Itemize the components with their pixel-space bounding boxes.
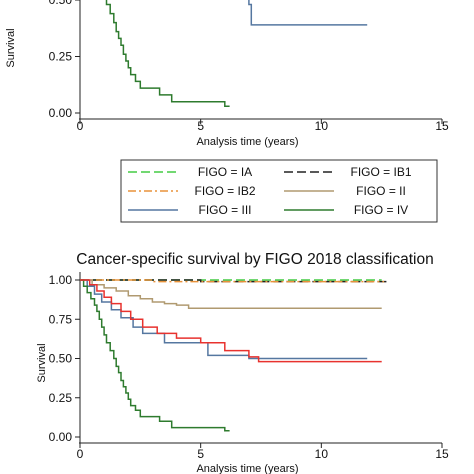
series-line-figo-iii — [80, 279, 368, 360]
y-tick-label: 0.50 — [49, 0, 73, 7]
y-axis-title: Survival — [36, 343, 48, 382]
series-group — [105, 0, 368, 107]
x-tick-label: 0 — [77, 447, 84, 461]
y-axis-title: Survival — [5, 28, 17, 67]
legend-label-figo-ia: FIGO = IA — [198, 165, 252, 179]
y-tick-label: 0.75 — [49, 312, 73, 326]
x-tick-label: 10 — [315, 447, 329, 461]
legend-label-figo-ii: FIGO = II — [356, 184, 406, 198]
chart-legend: FIGO = IA FIGO = IB1 FIGO = IB2 FIGO = II FI… — [120, 159, 438, 223]
x-tick-label: 10 — [315, 119, 329, 133]
x-tick-label: 0 — [77, 119, 84, 133]
series-line-unlabeled — [80, 279, 382, 363]
legend-label-figo-ib1: FIGO = IB1 — [350, 165, 411, 179]
y-tick-label: 0.25 — [49, 50, 73, 64]
x-axis-title: Analysis time (years) — [196, 463, 298, 474]
legend-label-figo-iii: FIGO = III — [198, 203, 251, 217]
panel-title: Cancer-specific survival by FIGO 2018 cl… — [76, 251, 434, 268]
x-tick-label: 5 — [197, 447, 204, 461]
series-line-figo-iii — [248, 0, 368, 26]
top-survival-panel: 0.00 0.25 0.50 0 5 10 15 Analysis time (years) S… — [5, 0, 449, 148]
x-tick-label: 15 — [435, 119, 449, 133]
series-line-figo-iv — [105, 0, 230, 107]
y-tick-label: 0.00 — [49, 106, 73, 120]
series-group — [80, 279, 389, 432]
series-line-figo-ii — [80, 279, 382, 310]
bottom-survival-panel: 0.00 0.25 0.50 0.75 1.00 0 5 10 15 Analysis time … — [36, 272, 449, 474]
y-tick-label: 0.00 — [49, 430, 73, 444]
series-line-figo-iv — [80, 279, 230, 432]
x-axis-title: Analysis time (years) — [196, 136, 298, 148]
y-tick-label: 0.25 — [49, 391, 73, 405]
legend-label-figo-ib2: FIGO = IB2 — [194, 184, 255, 198]
y-tick-label: 1.00 — [49, 273, 73, 287]
legend-label-figo-iv: FIGO = IV — [354, 203, 408, 217]
x-tick-label: 5 — [197, 119, 204, 133]
legend-frame — [120, 159, 438, 223]
y-tick-label: 0.50 — [49, 352, 73, 366]
x-tick-label: 15 — [435, 447, 449, 461]
series-line-figo-ib2 — [80, 279, 385, 283]
